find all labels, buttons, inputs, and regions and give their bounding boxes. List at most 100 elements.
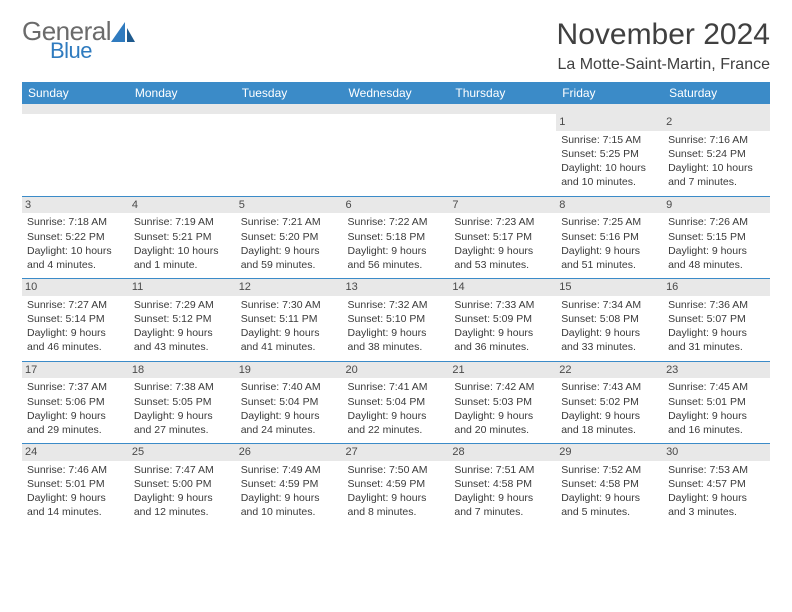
daylight-text: Daylight: 9 hours and 51 minutes.	[561, 244, 658, 272]
sunset-text: Sunset: 5:10 PM	[348, 312, 445, 326]
sunset-text: Sunset: 5:05 PM	[134, 395, 231, 409]
weekday-header-row: SundayMondayTuesdayWednesdayThursdayFrid…	[22, 82, 770, 104]
sunrise-text: Sunrise: 7:49 AM	[241, 463, 338, 477]
day-number: 12	[236, 279, 343, 296]
daylight-text: Daylight: 9 hours and 18 minutes.	[561, 409, 658, 437]
sunset-text: Sunset: 5:01 PM	[27, 477, 124, 491]
calendar-day-cell: 29 Sunrise: 7:52 AMSunset: 4:58 PMDayligh…	[556, 444, 663, 526]
sunset-text: Sunset: 5:20 PM	[241, 230, 338, 244]
day-number: 24	[22, 444, 129, 461]
sunset-text: Sunset: 4:57 PM	[668, 477, 765, 491]
daylight-text: Daylight: 9 hours and 38 minutes.	[348, 326, 445, 354]
calendar-day-cell: 17Sunrise: 7:37 AMSunset: 5:06 PMDayligh…	[22, 361, 129, 444]
sunrise-text: Sunrise: 7:40 AM	[241, 380, 338, 394]
sunset-text: Sunset: 4:58 PM	[454, 477, 551, 491]
day-number: 8	[556, 197, 663, 214]
sunrise-text: Sunrise: 7:19 AM	[134, 215, 231, 229]
sunrise-text: Sunrise: 7:26 AM	[668, 215, 765, 229]
daylight-text: Daylight: 9 hours and 3 minutes.	[668, 491, 765, 519]
calendar-day-cell: 16Sunrise: 7:36 AMSunset: 5:07 PMDayligh…	[663, 279, 770, 362]
weekday-header: Sunday	[22, 82, 129, 104]
sunset-text: Sunset: 4:59 PM	[241, 477, 338, 491]
sunset-text: Sunset: 5:01 PM	[668, 395, 765, 409]
calendar-day-cell: 13 Sunrise: 7:32 AMSunset: 5:10 PMDayligh…	[343, 279, 450, 362]
day-number: 20	[343, 362, 450, 379]
sunset-text: Sunset: 4:58 PM	[561, 477, 658, 491]
calendar-week-row: 24 Sunrise: 7:46 AMSunset: 5:01 PM Dayligh…	[22, 444, 770, 526]
sunrise-text: Sunrise: 7:21 AM	[241, 215, 338, 229]
daylight-text: Daylight: 9 hours and 22 minutes.	[348, 409, 445, 437]
sunrise-text: Sunrise: 7:43 AM	[561, 380, 658, 394]
calendar-day-cell: 21Sunrise: 7:42 AMSunset: 5:03 PMDayligh…	[449, 361, 556, 444]
day-number: 29	[556, 444, 663, 461]
day-number: 10	[22, 279, 129, 296]
sunrise-text: Sunrise: 7:32 AM	[348, 298, 445, 312]
sunrise-text: Sunrise: 7:34 AM	[561, 298, 658, 312]
day-number: 23	[663, 362, 770, 379]
day-number: 3	[22, 197, 129, 214]
sunset-text: Sunset: 5:22 PM	[27, 230, 124, 244]
sunrise-text: Sunrise: 7:50 AM	[348, 463, 445, 477]
day-number: 18	[129, 362, 236, 379]
sunset-text: Sunset: 5:02 PM	[561, 395, 658, 409]
day-number: 14	[449, 279, 556, 296]
day-number: 11	[129, 279, 236, 296]
daylight-text: Daylight: 9 hours and 24 minutes.	[241, 409, 338, 437]
logo-text: General Blue	[22, 18, 111, 62]
sunset-text: Sunset: 5:14 PM	[27, 312, 124, 326]
daylight-text: Daylight: 10 hours and 4 minutes.	[27, 244, 124, 272]
sunrise-text: Sunrise: 7:52 AM	[561, 463, 658, 477]
calendar-day-cell: 4Sunrise: 7:19 AMSunset: 5:21 PMDaylight…	[129, 196, 236, 279]
calendar-body: 1Sunrise: 7:15 AMSunset: 5:25 PMDaylight…	[22, 114, 770, 526]
sunset-text: Sunset: 5:12 PM	[134, 312, 231, 326]
spacer-row	[22, 104, 770, 114]
daylight-text: Daylight: 9 hours and 43 minutes.	[134, 326, 231, 354]
sunset-text: Sunset: 5:11 PM	[241, 312, 338, 326]
day-number: 6	[343, 197, 450, 214]
calendar-day-cell: 30 Sunrise: 7:53 AMSunset: 4:57 PMDayligh…	[663, 444, 770, 526]
day-number: 4	[129, 197, 236, 214]
day-number: 25	[129, 444, 236, 461]
daylight-text: Daylight: 10 hours and 1 minute.	[134, 244, 231, 272]
day-number: 9	[663, 197, 770, 214]
calendar-day-cell: 14Sunrise: 7:33 AMSunset: 5:09 PMDayligh…	[449, 279, 556, 362]
sunset-text: Sunset: 5:18 PM	[348, 230, 445, 244]
sunrise-text: Sunrise: 7:18 AM	[27, 215, 124, 229]
day-number: 7	[449, 197, 556, 214]
day-number: 2	[663, 114, 770, 131]
sunrise-text: Sunrise: 7:41 AM	[348, 380, 445, 394]
sunset-text: Sunset: 5:06 PM	[27, 395, 124, 409]
calendar-day-cell: 26Sunrise: 7:49 AMSunset: 4:59 PMDayligh…	[236, 444, 343, 526]
day-number: 30	[663, 444, 770, 461]
daylight-text: Daylight: 9 hours and 53 minutes.	[454, 244, 551, 272]
sunrise-text: Sunrise: 7:47 AM	[134, 463, 231, 477]
daylight-text: Daylight: 9 hours and 56 minutes.	[348, 244, 445, 272]
calendar-day-cell: 7Sunrise: 7:23 AMSunset: 5:17 PMDaylight…	[449, 196, 556, 279]
sunrise-text: Sunrise: 7:53 AM	[668, 463, 765, 477]
calendar-day-cell: 8Sunrise: 7:25 AMSunset: 5:16 PMDaylight…	[556, 196, 663, 279]
calendar-day-cell	[22, 114, 129, 196]
daylight-text: Daylight: 9 hours and 16 minutes.	[668, 409, 765, 437]
sunrise-text: Sunrise: 7:30 AM	[241, 298, 338, 312]
day-number: 13	[343, 279, 450, 296]
daylight-text: Daylight: 9 hours and 5 minutes.	[561, 491, 658, 519]
calendar-day-cell: 2Sunrise: 7:16 AMSunset: 5:24 PMDaylight…	[663, 114, 770, 196]
sunset-text: Sunset: 5:08 PM	[561, 312, 658, 326]
calendar-day-cell: 15Sunrise: 7:34 AMSunset: 5:08 PMDayligh…	[556, 279, 663, 362]
calendar-day-cell	[236, 114, 343, 196]
sunrise-text: Sunrise: 7:29 AM	[134, 298, 231, 312]
sunrise-text: Sunrise: 7:42 AM	[454, 380, 551, 394]
sail-icon	[111, 22, 137, 44]
calendar-day-cell: 18Sunrise: 7:38 AMSunset: 5:05 PMDayligh…	[129, 361, 236, 444]
sunrise-text: Sunrise: 7:46 AM	[27, 463, 124, 477]
sunset-text: Sunset: 5:07 PM	[668, 312, 765, 326]
sunset-text: Sunset: 5:24 PM	[668, 147, 765, 161]
day-number: 17	[22, 362, 129, 379]
sunset-text: Sunset: 5:03 PM	[454, 395, 551, 409]
daylight-text: Daylight: 10 hours and 10 minutes.	[561, 161, 658, 189]
header: General Blue November 2024 La Motte-Sain…	[22, 18, 770, 74]
calendar-day-cell	[449, 114, 556, 196]
sunset-text: Sunset: 5:16 PM	[561, 230, 658, 244]
daylight-text: Daylight: 9 hours and 59 minutes.	[241, 244, 338, 272]
title-block: November 2024 La Motte-Saint-Martin, Fra…	[557, 18, 770, 74]
